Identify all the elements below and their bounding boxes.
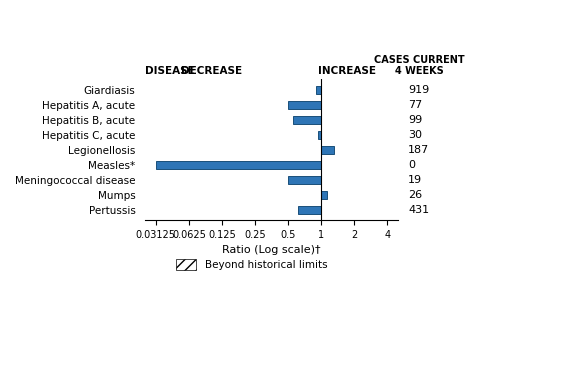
Bar [156, 161, 321, 169]
Legend: Beyond historical limits: Beyond historical limits [172, 255, 332, 274]
Text: 431: 431 [408, 205, 429, 215]
Bar [321, 190, 327, 199]
Text: 30: 30 [408, 130, 422, 140]
Bar [317, 131, 321, 139]
X-axis label: Ratio (Log scale)†: Ratio (Log scale)† [222, 246, 321, 255]
Text: DISEASE: DISEASE [145, 66, 195, 76]
Text: 26: 26 [408, 190, 422, 200]
Bar [321, 146, 334, 154]
Text: 187: 187 [408, 145, 429, 155]
Text: 919: 919 [408, 85, 429, 95]
Text: 19: 19 [408, 175, 422, 185]
Bar [288, 101, 321, 109]
Text: INCREASE: INCREASE [317, 66, 376, 76]
Bar [288, 175, 321, 184]
Text: 77: 77 [408, 100, 422, 110]
Bar [299, 206, 321, 214]
Text: DECREASE: DECREASE [181, 66, 242, 76]
Text: 99: 99 [408, 115, 422, 125]
Text: CASES CURRENT
4 WEEKS: CASES CURRENT 4 WEEKS [374, 55, 465, 76]
Bar [293, 116, 321, 124]
Bar [316, 86, 321, 94]
Text: 0: 0 [408, 160, 415, 170]
